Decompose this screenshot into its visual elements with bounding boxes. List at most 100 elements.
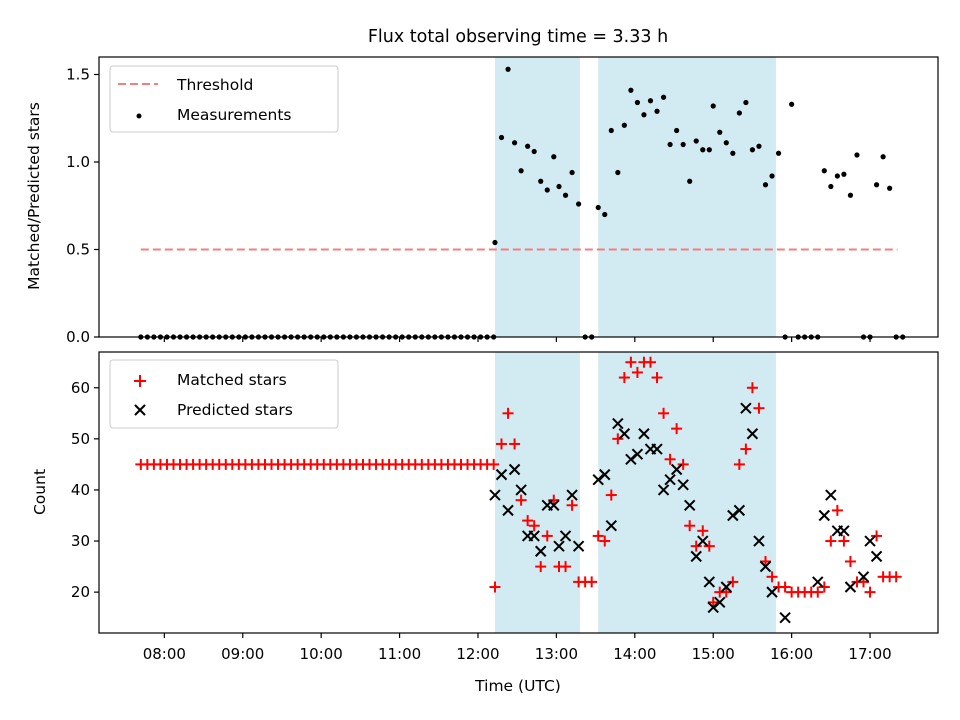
matched-star-point	[812, 586, 824, 598]
matched-star-point	[522, 515, 534, 527]
matched-star-point	[502, 407, 514, 419]
top-y-tick-label: 1.5	[66, 66, 90, 84]
measurement-point	[680, 141, 686, 148]
measurement-point	[505, 66, 511, 72]
matched-star-point	[831, 504, 843, 516]
bottom-y-tick-label: 20	[71, 583, 90, 601]
measurement-point	[595, 204, 601, 211]
predicted-star-stroke	[566, 489, 578, 501]
predicted-star-point	[535, 545, 547, 557]
matched-star-point	[844, 555, 856, 567]
predicted-star-point	[489, 489, 501, 501]
predicted-star-stroke	[515, 484, 527, 496]
predicted-star-point	[759, 560, 772, 573]
predicted-star-stroke	[740, 402, 752, 414]
predicted-star-point	[753, 535, 765, 547]
matched-star-point	[541, 530, 553, 542]
predicted-star-stroke	[857, 571, 870, 583]
matched-star-point	[586, 576, 598, 588]
predicted-star-point	[508, 463, 521, 476]
matched-star-point	[740, 443, 752, 455]
predicted-star-point	[605, 520, 617, 532]
predicted-star-point	[864, 535, 876, 547]
predicted-star-stroke	[657, 484, 670, 496]
matched-star-point	[560, 561, 572, 573]
matched-star-point	[631, 366, 643, 378]
predicted-star-point	[670, 463, 683, 476]
predicted-star-stroke	[766, 586, 778, 598]
measurement-point	[828, 183, 834, 190]
measurement-point	[551, 154, 557, 160]
measurement-point	[710, 103, 716, 109]
matched-star-point	[605, 489, 617, 501]
measurement-point	[687, 178, 693, 184]
matched-star-point	[496, 438, 508, 450]
matched-star-point	[871, 530, 883, 542]
matched-star-point	[707, 596, 719, 608]
predicted-star-stroke	[714, 596, 726, 609]
predicted-star-stroke	[753, 535, 765, 547]
measurement-point	[647, 98, 654, 104]
bottom-shaded-intervals	[494, 352, 776, 633]
predicted-star-stroke	[631, 448, 644, 460]
top-y-axis-label: Matched/Predicted stars	[25, 102, 43, 290]
matched-star-point	[690, 540, 702, 552]
measurement-point	[518, 168, 524, 174]
predicted-star-stroke	[638, 428, 650, 440]
measurement-point	[492, 239, 498, 246]
measurement-point	[723, 140, 729, 146]
matched-star-point	[779, 581, 791, 593]
predicted-star-point	[838, 525, 850, 537]
predicted-star-point	[844, 581, 857, 593]
measurement-point	[667, 141, 673, 148]
matched-star-point	[651, 372, 663, 384]
measurement-point	[531, 148, 537, 155]
matched-star-point	[515, 494, 527, 506]
predicted-star-point	[825, 489, 837, 501]
measurement-point	[525, 143, 531, 149]
measurement-point	[730, 150, 736, 156]
matched-star-point	[671, 423, 683, 435]
measurement-point	[615, 169, 621, 176]
predicted-star-point	[746, 428, 759, 440]
predicted-star-point	[631, 448, 644, 460]
matched-star-point	[759, 555, 771, 567]
measurement-point	[789, 101, 795, 107]
predicted-star-point	[592, 474, 604, 486]
measurement-point	[511, 140, 518, 146]
matched-star-point	[625, 356, 637, 368]
bottom-y-tick-label: 60	[71, 379, 90, 397]
x-tick-label: 12:00	[456, 645, 499, 663]
measurement-point	[743, 99, 749, 106]
predicted-star-stroke	[528, 530, 540, 542]
predicted-star-point	[766, 586, 778, 598]
predicted-star-stroke	[553, 540, 565, 552]
predicted-star-stroke	[599, 468, 611, 481]
top-panel: 0.0 0.5 1.0 1.5 Matched/Predicted stars Thr…	[25, 56, 939, 346]
predicted-star-stroke	[707, 601, 719, 614]
predicted-star-point	[657, 484, 670, 496]
measurement-point	[700, 147, 706, 153]
predicted-star-point	[651, 443, 663, 455]
predicted-star-point	[703, 576, 716, 588]
predicted-star-point	[548, 499, 560, 511]
matched-star-point	[684, 520, 696, 532]
matched-star-point	[766, 571, 778, 583]
predicted-star-stroke	[844, 581, 857, 593]
predicted-star-stroke	[548, 499, 560, 511]
predicted-star-stroke	[618, 428, 631, 440]
measurement-point	[674, 127, 680, 134]
x-tick-label: 13:00	[535, 645, 578, 663]
matched-star-point	[488, 458, 500, 470]
matched-star-point	[890, 571, 902, 583]
predicted-star-stroke	[535, 545, 547, 557]
predicted-star-point	[714, 596, 726, 609]
matched-star-point	[703, 540, 715, 552]
measurement-point	[569, 169, 575, 176]
predicted-star-stroke	[489, 489, 501, 501]
matched-star-point	[566, 499, 578, 511]
measurement-point	[544, 187, 550, 193]
predicted-star-stroke	[838, 525, 850, 537]
x-tick-label: 09:00	[221, 645, 264, 663]
predicted-star-point	[664, 474, 676, 486]
